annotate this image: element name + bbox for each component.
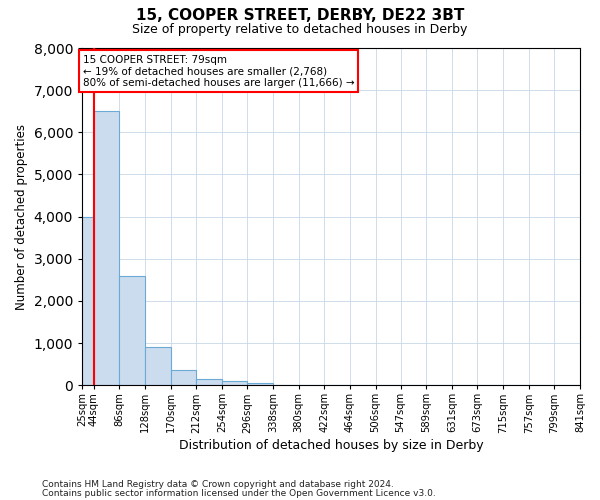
Bar (119, 276, 145, 385)
Bar (82, 216, 94, 385)
Text: 15, COOPER STREET, DERBY, DE22 3BT: 15, COOPER STREET, DERBY, DE22 3BT (136, 8, 464, 22)
Text: Contains public sector information licensed under the Open Government Licence v3: Contains public sector information licen… (42, 488, 436, 498)
Bar (222, 382, 247, 385)
Text: 15 COOPER STREET: 79sqm
← 19% of detached houses are smaller (2,768)
80% of semi: 15 COOPER STREET: 79sqm ← 19% of detache… (83, 54, 355, 88)
Text: Contains HM Land Registry data © Crown copyright and database right 2024.: Contains HM Land Registry data © Crown c… (42, 480, 394, 489)
Bar (145, 348, 170, 385)
Bar (196, 380, 222, 385)
Bar (170, 370, 196, 385)
Text: Size of property relative to detached houses in Derby: Size of property relative to detached ho… (133, 22, 467, 36)
Bar (247, 382, 273, 385)
Y-axis label: Number of detached properties: Number of detached properties (15, 124, 28, 310)
Bar (94, 111, 119, 385)
X-axis label: Distribution of detached houses by size in Derby: Distribution of detached houses by size … (179, 440, 484, 452)
